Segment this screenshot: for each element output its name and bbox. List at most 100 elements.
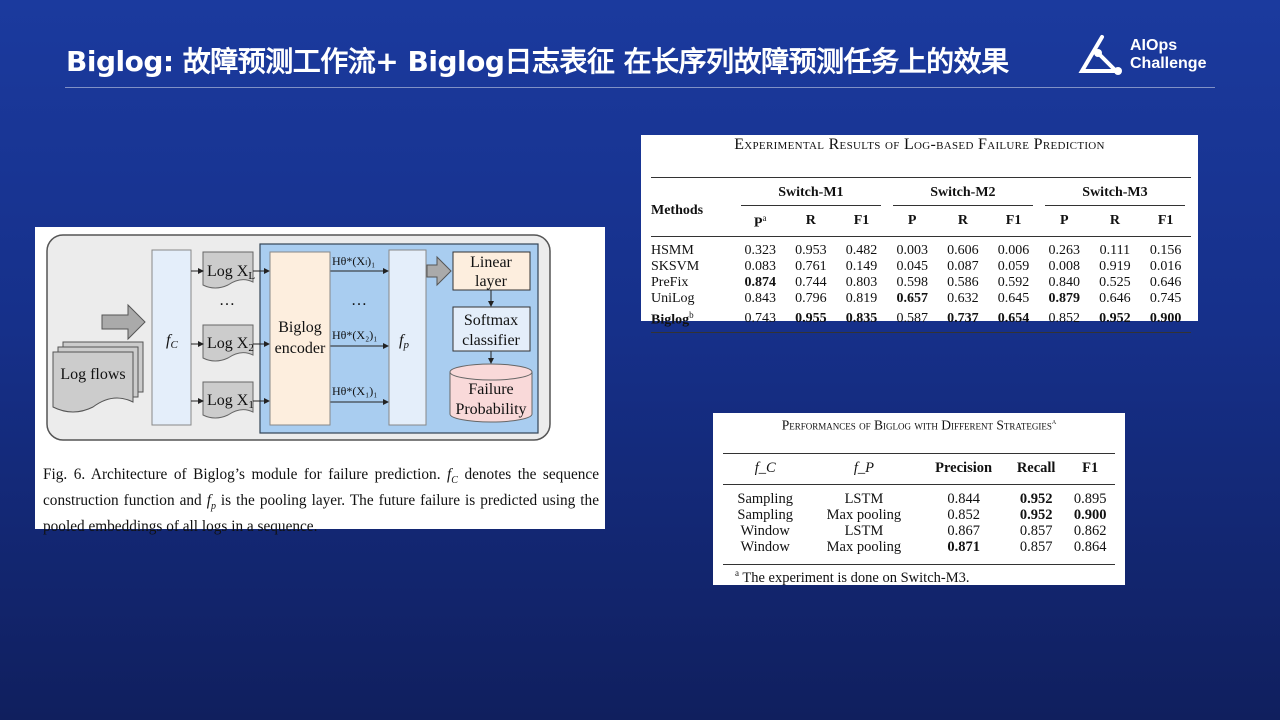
fp-box [388, 249, 427, 426]
linear-layer-label: Linear layer [470, 254, 512, 290]
linear-layer-box [452, 251, 531, 291]
value-cell: 0.952 [1099, 311, 1131, 327]
value-cell: 0.840 [1048, 274, 1080, 290]
column-header: Pa [753, 213, 767, 231]
value-cell: 0.744 [795, 274, 827, 290]
value-cell: 0.953 [795, 242, 827, 258]
group-header: Switch-M3 [1044, 185, 1185, 206]
column-header: R [1109, 212, 1120, 228]
value-cell: 0.008 [1048, 258, 1080, 274]
log-x1: Log X1 [207, 392, 254, 411]
table-row: UniLog 0.843 0.796 0.819 0.657 0.632 0.645 0.87… [651, 291, 1191, 307]
value-cell: 0.657 [896, 290, 928, 306]
fp-label: fp [399, 332, 409, 351]
methods-header: Methods [651, 202, 704, 218]
value-cell: 0.857 [1019, 539, 1053, 555]
failure-probability-label: Failure Probability [455, 381, 526, 418]
group-header: Switch-M2 [892, 185, 1033, 206]
column-header: f_P [853, 460, 874, 476]
column-header: f_C [754, 460, 776, 476]
table2-title: Performances of Biglog with Different St… [781, 416, 1057, 433]
value-cell: 0.006 [997, 242, 1030, 258]
method-cell: UniLog [651, 290, 695, 306]
value-cell: 0.852 [1048, 311, 1080, 327]
value-cell: 0.871 [947, 539, 980, 555]
value-cell: 0.592 [997, 274, 1030, 290]
column-header: P [1059, 212, 1069, 228]
ellipsis: … [351, 292, 367, 309]
value-cell: 0.263 [1048, 242, 1080, 258]
column-header: F1 [1157, 212, 1174, 228]
value-cell: Window [740, 539, 790, 555]
value-cell: 0.761 [795, 258, 827, 274]
column-header: F1 [1082, 460, 1099, 476]
softmax-label: Softmax classifier [462, 312, 520, 349]
biglog-encoder-box [269, 251, 331, 426]
fc-label: fC [166, 332, 178, 351]
figure-caption: Fig. 6. Architecture of Biglog’s module … [43, 466, 599, 536]
value-cell: 0.083 [744, 258, 776, 274]
column-header: P [907, 212, 917, 228]
pool-arrow-icon [426, 255, 452, 287]
value-cell: 0.646 [1149, 274, 1182, 290]
input-arrow-icon [101, 303, 146, 341]
aiops-challenge-logo: AIOps Challenge [1078, 33, 1218, 79]
logo-triangle-icon [1078, 35, 1122, 75]
value-cell: 0.606 [947, 242, 979, 258]
column-header: F1 [853, 212, 870, 228]
value-cell: Sampling [737, 491, 793, 507]
value-cell: 0.003 [896, 242, 928, 258]
value-cell: 0.843 [744, 290, 776, 306]
log-flows-label: Log flows [60, 366, 125, 383]
table-row: Window Max pooling 0.871 0.857 0.864 [723, 539, 1115, 555]
table-row: Sampling LSTM 0.844 0.952 0.895 [723, 485, 1115, 508]
value-cell: 0.955 [795, 311, 827, 327]
column-header: Recall [1016, 460, 1056, 476]
value-cell: 0.586 [947, 274, 979, 290]
value-cell: 0.745 [1149, 290, 1182, 306]
value-cell: 0.737 [947, 311, 979, 327]
method-cell: SKSVM [651, 258, 700, 274]
value-cell: 0.323 [744, 242, 776, 258]
hidden-state-2: Hθ*(X₂)₁ [332, 328, 377, 342]
column-header: Precision [935, 460, 993, 476]
failure-probability-cylinder: Failure Probability [449, 363, 533, 423]
log-items: Log XL … Log X2 Log X1 [202, 251, 255, 419]
value-cell: 0.803 [845, 274, 878, 290]
value-cell: 0.645 [997, 290, 1030, 306]
hidden-state-1: Hθ*(X₁)₁ [332, 384, 377, 398]
method-cell: PreFix [651, 274, 689, 290]
column-header: R [805, 212, 816, 228]
value-cell: LSTM [844, 491, 884, 507]
failure-prediction-table: Experimental Results of Log-based Failur… [641, 135, 1198, 334]
architecture-figure: Log flows fC Log XL … Log X2 Log X1 Bigl… [35, 227, 605, 535]
value-cell: 0.819 [845, 290, 878, 306]
value-cell: 0.045 [896, 258, 928, 274]
value-cell: 0.867 [947, 523, 980, 539]
value-cell: 0.525 [1099, 274, 1131, 290]
log-x2: Log X2 [207, 335, 254, 354]
value-cell: 0.149 [845, 258, 878, 274]
method-cell: Biglogb [651, 309, 694, 328]
value-cell: 0.156 [1149, 242, 1182, 258]
value-cell: 0.835 [845, 311, 878, 327]
table-row: Biglogb 0.743 0.955 0.835 0.587 0.737 0.654 0.8… [651, 307, 1191, 333]
value-cell: Window [740, 523, 790, 539]
method-cell: HSMM [651, 242, 694, 258]
group-header: Switch-M1 [740, 185, 881, 206]
fc-box [151, 249, 192, 426]
ellipsis: … [219, 292, 235, 309]
logo-text-line1: AIOps [1130, 37, 1178, 54]
value-cell: 0.016 [1149, 258, 1182, 274]
table-row: Window LSTM 0.867 0.857 0.862 [723, 523, 1115, 539]
value-cell: 0.862 [1073, 523, 1107, 539]
value-cell: 0.919 [1099, 258, 1131, 274]
value-cell: 0.796 [795, 290, 827, 306]
value-cell: 0.952 [1019, 507, 1053, 523]
log-flows-stack: Log flows [52, 341, 144, 413]
value-cell: LSTM [844, 523, 884, 539]
value-cell: 0.852 [947, 507, 980, 523]
value-cell: 0.900 [1149, 311, 1182, 327]
value-cell: Max pooling [826, 539, 902, 555]
value-cell: 0.900 [1073, 507, 1107, 523]
